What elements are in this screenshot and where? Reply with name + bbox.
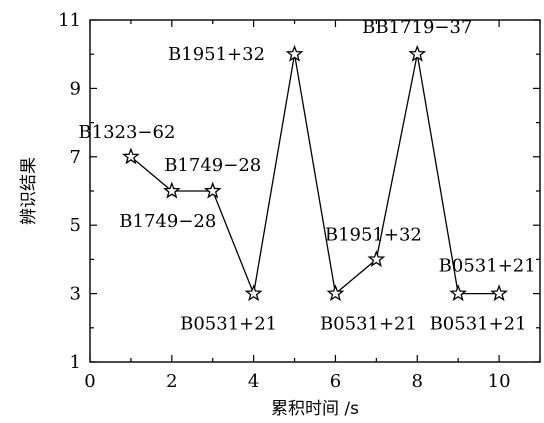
point-label: B1951+32 — [325, 224, 422, 245]
y-tick-label: 11 — [58, 10, 81, 31]
point-label: B1749−28 — [164, 155, 261, 176]
data-point — [490, 284, 508, 302]
y-tick-label: 7 — [70, 147, 81, 168]
point-label: B1323−62 — [78, 122, 175, 143]
y-axis-title: 辨识结果 — [19, 157, 39, 225]
x-tick-label: 0 — [84, 371, 95, 392]
x-tick-label: 2 — [166, 371, 177, 392]
point-label: B0531+21 — [439, 256, 536, 277]
point-label: B1749−28 — [119, 211, 216, 232]
point-label: BB1719−37 — [362, 17, 472, 38]
data-point — [367, 250, 386, 267]
data-point — [285, 44, 304, 62]
x-tick-label: 10 — [488, 371, 511, 392]
data-point — [326, 284, 345, 302]
point-label: B1951+32 — [168, 44, 265, 65]
data-point — [162, 181, 181, 199]
point-label: B0531+21 — [430, 314, 527, 335]
x-tick-label: 4 — [248, 371, 259, 392]
data-point — [244, 284, 263, 302]
x-tick-label: 6 — [330, 371, 341, 392]
y-tick-label: 3 — [70, 284, 81, 305]
data-point — [203, 181, 222, 199]
data-point — [408, 44, 427, 62]
x-axis-title: 累积时间 /s — [271, 399, 359, 419]
plot-frame — [89, 19, 541, 363]
data-point — [449, 284, 468, 302]
data-point — [122, 147, 140, 165]
y-tick-label: 1 — [70, 352, 81, 373]
y-tick-label: 9 — [70, 78, 81, 99]
point-label: B0531+21 — [180, 314, 277, 335]
series-line — [130, 54, 500, 296]
point-label: B0531+21 — [320, 314, 417, 335]
x-tick-label: 8 — [412, 371, 423, 392]
y-tick-label: 5 — [70, 215, 81, 236]
